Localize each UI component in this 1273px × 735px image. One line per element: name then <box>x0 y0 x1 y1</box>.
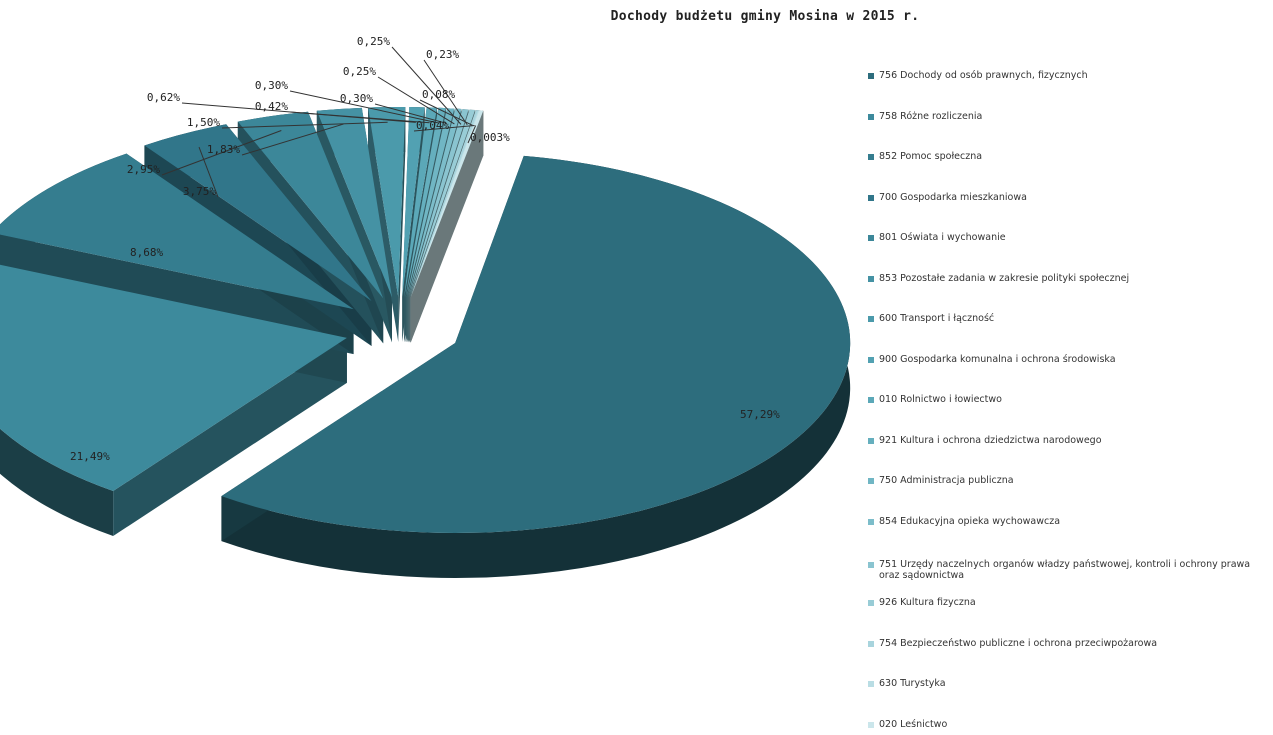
data-label-6: 1,50% <box>187 116 220 129</box>
pie-slice-13 <box>409 109 476 298</box>
pie-slice-8 <box>404 107 438 298</box>
legend-label: 852 Pomoc społeczna <box>879 151 983 162</box>
legend-swatch <box>868 438 874 444</box>
legend-label: 921 Kultura i ochrona dziedzictwa narodo… <box>879 435 1102 446</box>
pie-slice-7 <box>402 107 425 298</box>
legend-swatch <box>868 114 874 120</box>
legend-item: 900 Gospodarka komunalna i ochrona środo… <box>868 354 1268 365</box>
leader-line-9 <box>289 90 440 124</box>
pie-slice-12 <box>408 109 469 298</box>
data-label-10: 0,30% <box>340 92 373 105</box>
leader-line-11 <box>377 76 455 125</box>
leader-line-10 <box>374 103 448 124</box>
legend-label: 750 Administracja publiczna <box>879 475 1014 486</box>
legend-item: 854 Edukacyjna opieka wychowawcza <box>868 516 1268 527</box>
pie-chart: 57,29% 21,49% 8,68% 3,75% 2,95% 1,83% 1,50% 0,6… <box>0 35 851 578</box>
data-label-3: 3,75% <box>183 185 216 198</box>
legend-swatch <box>868 73 874 79</box>
data-label-12: 0,25% <box>357 35 390 48</box>
data-label-11: 0,25% <box>343 65 376 78</box>
legend-label: 600 Transport i łączność <box>879 313 995 324</box>
legend-label: 020 Leśnictwo <box>879 719 948 730</box>
pie-slice-9 <box>405 107 446 298</box>
leader-line-4 <box>161 130 282 176</box>
pie-slice-4 <box>237 111 384 299</box>
legend-swatch <box>868 316 874 322</box>
legend-item: 700 Gospodarka mieszkaniowa <box>868 192 1268 203</box>
pie-slice-16-side <box>410 110 484 343</box>
leader-line-14 <box>419 99 473 126</box>
legend-swatch <box>868 519 874 525</box>
data-label-8: 0,42% <box>255 100 288 113</box>
data-label-14: 0,08% <box>422 88 455 101</box>
legend-item: 758 Różne rozliczenia <box>868 111 1268 122</box>
legend-swatch <box>868 600 874 606</box>
legend-label: 010 Rolnictwo i łowiectwo <box>879 394 1002 405</box>
leader-line-13 <box>423 59 468 126</box>
legend-item: 750 Administracja publiczna <box>868 475 1268 486</box>
legend-swatch <box>868 397 874 403</box>
legend-item: 852 Pomoc społeczna <box>868 151 1268 162</box>
leader-line-8 <box>289 111 430 124</box>
legend-label: 758 Różne rozliczenia <box>879 111 983 122</box>
legend-label: 853 Pozostałe zadania w zakresie polityk… <box>879 273 1130 284</box>
data-label-15: 0,04% <box>416 119 449 132</box>
legend-swatch <box>868 722 874 728</box>
legend-label: 926 Kultura fizyczna <box>879 597 976 608</box>
data-label-1: 21,49% <box>70 450 110 463</box>
pie-slice-0 <box>221 155 851 533</box>
legend-item: 756 Dochody od osób prawnych, fizycznych <box>868 70 1268 81</box>
data-label-2: 8,68% <box>130 246 163 259</box>
legend-item: 853 Pozostałe zadania w zakresie polityk… <box>868 273 1268 284</box>
legend-label: 754 Bezpieczeństwo publiczne i ochrona p… <box>879 638 1158 649</box>
legend-swatch <box>868 681 874 687</box>
legend-swatch <box>868 478 874 484</box>
data-label-16: 0,003% <box>470 131 510 144</box>
legend-label: 700 Gospodarka mieszkaniowa <box>879 192 1027 203</box>
legend-item: 630 Turystyka <box>868 678 1268 689</box>
legend-swatch <box>868 641 874 647</box>
legend-swatch <box>868 357 874 363</box>
leader-line-5 <box>241 123 344 156</box>
legend-item: 926 Kultura fizyczna <box>868 597 1268 608</box>
pie-slice-6 <box>368 107 406 298</box>
legend-item: 754 Bezpieczeństwo publiczne i ochrona p… <box>868 638 1268 649</box>
legend-swatch <box>868 276 874 282</box>
legend-item: 600 Transport i łączność <box>868 313 1268 324</box>
data-label-4: 2,95% <box>127 163 160 176</box>
leader-line-16 <box>467 125 477 144</box>
pie-slice-16 <box>410 110 484 298</box>
data-label-9: 0,30% <box>255 79 288 92</box>
data-label-0: 57,29% <box>740 408 780 421</box>
legend-swatch <box>868 195 874 201</box>
pie-slice-10 <box>406 108 455 298</box>
legend-item: 921 Kultura i ochrona dziedzictwa narodo… <box>868 435 1268 446</box>
pie-slice-11 <box>407 108 462 298</box>
data-label-7: 0,62% <box>147 91 180 104</box>
leader-line-15 <box>413 124 475 132</box>
chart-title: Dochody budżetu gminy Mosina w 2015 r. <box>610 9 920 24</box>
leader-line-6 <box>221 121 388 129</box>
legend-label: 854 Edukacyjna opieka wychowawcza <box>879 516 1061 527</box>
legend-item: 020 Leśnictwo <box>868 719 1268 730</box>
legend-swatch <box>868 562 874 568</box>
legend-item: 010 Rolnictwo i łowiectwo <box>868 394 1268 405</box>
leader-line-3 <box>198 146 219 198</box>
legend-swatch <box>868 235 874 241</box>
legend-label: 801 Oświata i wychowanie <box>879 232 1006 243</box>
legend-label: 630 Turystyka <box>879 678 946 689</box>
pie-slice-3 <box>144 124 372 301</box>
legend-label: 900 Gospodarka komunalna i ochrona środo… <box>879 354 1116 365</box>
legend-label: 751 Urzędy naczelnych organów władzy pań… <box>879 559 1251 581</box>
pie-slice-1 <box>0 264 347 492</box>
legend-item: 801 Oświata i wychowanie <box>868 232 1268 243</box>
data-label-13: 0,23% <box>426 48 459 61</box>
leader-line-12 <box>391 46 462 125</box>
legend-label: 756 Dochody od osób prawnych, fizycznych <box>879 70 1088 81</box>
data-label-5: 1,83% <box>207 143 240 156</box>
legend-swatch <box>868 154 874 160</box>
legend-item: 751 Urzędy naczelnych organów władzy pań… <box>868 559 1268 581</box>
pie-slice-2 <box>0 153 354 310</box>
pie-slice-5 <box>316 107 392 298</box>
